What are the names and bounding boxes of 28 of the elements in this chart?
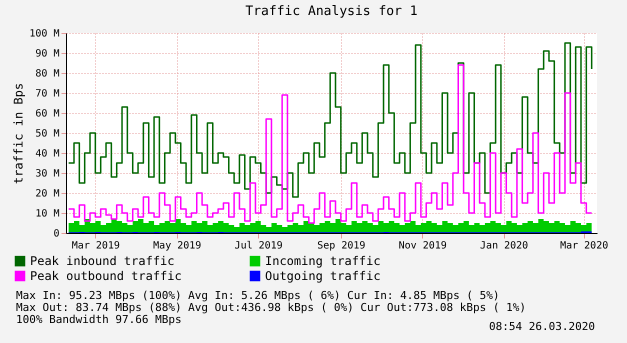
text: 08:54 26.03.2020 — [489, 320, 595, 333]
legend-label: Peak inbound traffic — [30, 254, 174, 268]
legend-label: Outgoing traffic — [265, 269, 381, 283]
y-tick-label: 0 — [53, 228, 60, 240]
y-tick-label: 100 M — [29, 28, 60, 40]
legend-label: Peak outbound traffic — [30, 269, 182, 283]
chart-title: Traffic Analysis for 1 — [245, 4, 418, 19]
y-tick-label: 80 M — [35, 68, 60, 80]
y-tick-label: 20 M — [35, 188, 60, 200]
x-tick-label: Mar 2020 — [560, 240, 608, 252]
y-tick-label: 50 M — [35, 128, 60, 140]
y-axis-title: traffic in Bps — [11, 82, 26, 184]
y-tick-label: 10 M — [35, 208, 60, 220]
y-tick-label: 90 M — [35, 48, 60, 60]
text: 100% Bandwidth 97.66 MBps — [16, 313, 182, 326]
legend-label: Incoming traffic — [265, 254, 381, 268]
x-tick-label: May 2019 — [153, 240, 202, 252]
x-tick-label: Mar 2019 — [72, 240, 120, 252]
x-tick-label: Jul 2019 — [234, 240, 283, 252]
x-tick-label: Nov 2019 — [398, 240, 447, 252]
x-tick-label: Sep 2019 — [317, 240, 366, 252]
text: Max In: 95.23 MBps (100%) Avg In: 5.26 MBps ( 6%) Cur In: 4.85 MBps ( 5%) — [16, 289, 500, 302]
y-tick-label: 60 M — [35, 108, 60, 120]
x-tick-label: Jan 2020 — [480, 240, 528, 252]
y-tick-label: 30 M — [35, 168, 60, 180]
y-tick-label: 70 M — [35, 88, 60, 100]
y-tick-label: 40 M — [35, 148, 60, 160]
text: Max Out: 83.74 MBps (88%) Avg Out:436.98 kBps ( 0%) Cur Out:773.08 kBps ( 1%) — [16, 301, 526, 314]
